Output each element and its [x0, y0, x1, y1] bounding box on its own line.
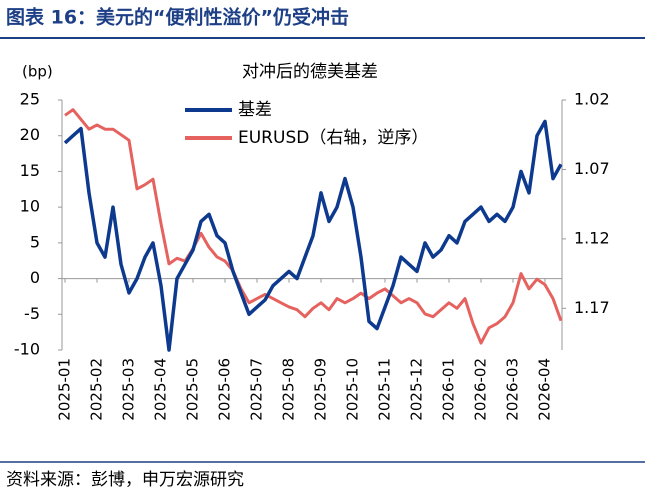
y-tick-label: 20 [20, 125, 40, 144]
x-tick-label: 2025-11 [376, 358, 394, 421]
y-tick-label: -10 [14, 340, 40, 359]
x-tick-label: 2025-09 [312, 358, 330, 421]
series-line [63, 119, 563, 352]
y-tick-label: 10 [20, 197, 40, 216]
x-tick-label: 2025-06 [216, 358, 234, 421]
y2-tick-label: 1.12 [574, 228, 610, 247]
x-tick-label: 2026-04 [536, 358, 554, 421]
page-title: 图表 16：美元的“便利性溢价”仍受冲击 [6, 6, 349, 29]
chart-title: 对冲后的德美基差 [242, 62, 378, 82]
x-tick-label: 2025-01 [56, 358, 74, 421]
y-label: (bp) [22, 63, 53, 81]
x-tick-label: 2025-03 [120, 358, 138, 421]
x-tick-label: 2025-08 [280, 358, 298, 421]
x-tick-label: 2025-05 [184, 358, 202, 421]
y-tick-label: 25 [20, 90, 40, 109]
y2-tick-label: 1.17 [574, 298, 610, 317]
x-tick-label: 2026-01 [440, 358, 458, 421]
x-tick-label: 2025-10 [344, 358, 362, 421]
x-tick-label: 2025-12 [408, 358, 426, 421]
x-tick-label: 2025-07 [248, 358, 266, 421]
x-tick-label: 2026-03 [504, 358, 522, 421]
y-tick-label: 0 [30, 268, 40, 287]
series-line [64, 108, 563, 345]
x-tick-label: 2026-02 [472, 358, 490, 421]
x-tick-label: 2025-04 [152, 358, 170, 421]
y-tick-label: 5 [30, 232, 40, 251]
x-tick-label: 2025-02 [88, 358, 106, 421]
source: 资料来源：彭博，申万宏源研究 [6, 470, 244, 490]
y-tick-label: -5 [24, 304, 40, 323]
y2-tick-label: 1.07 [574, 159, 610, 178]
legend-label: 基差 [238, 100, 272, 120]
legend-label: EURUSD（右轴，逆序） [238, 128, 428, 148]
y2-tick-label: 1.02 [574, 90, 610, 109]
y-tick-label: 15 [20, 161, 40, 180]
